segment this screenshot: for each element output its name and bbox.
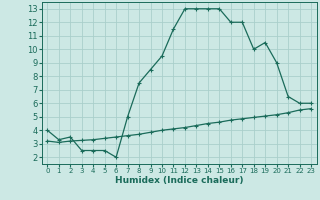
X-axis label: Humidex (Indice chaleur): Humidex (Indice chaleur) — [115, 176, 244, 185]
